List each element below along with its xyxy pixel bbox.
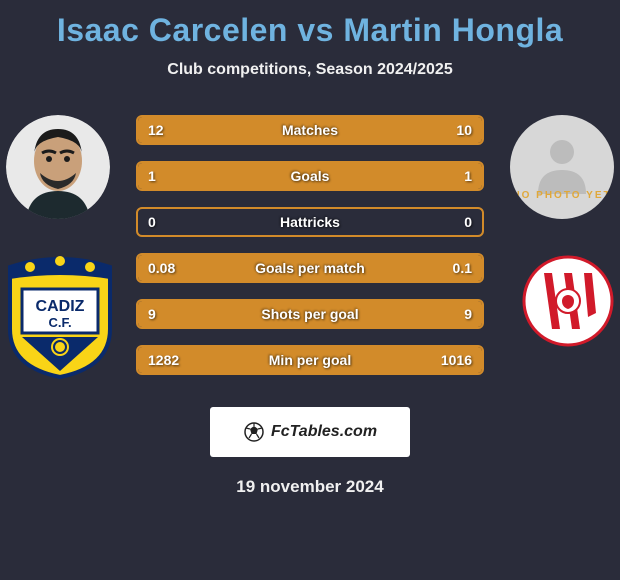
watermark-badge: FcTables.com — [210, 407, 410, 457]
stat-row-matches: 12 Matches 10 — [136, 115, 484, 145]
stat-label: Hattricks — [138, 214, 482, 230]
stat-label: Min per goal — [138, 352, 482, 368]
cadiz-crest-icon: CADIZ C.F. — [0, 249, 120, 379]
page-title: Isaac Carcelen vs Martin Hongla — [0, 0, 620, 49]
player-left-face-icon — [6, 115, 110, 219]
stat-label: Matches — [138, 122, 482, 138]
stat-row-goals: 1 Goals 1 — [136, 161, 484, 191]
stat-value-right: 0 — [464, 214, 472, 230]
club-left-logo: CADIZ C.F. — [0, 249, 120, 379]
stat-row-hattricks: 0 Hattricks 0 — [136, 207, 484, 237]
date-label: 19 november 2024 — [0, 477, 620, 497]
svg-text:CADIZ: CADIZ — [36, 298, 85, 315]
player-right-avatar: NO PHOTO YET — [510, 115, 614, 219]
stat-row-min-per-goal: 1282 Min per goal 1016 — [136, 345, 484, 375]
stat-value-right: 9 — [464, 306, 472, 322]
club-right-logo — [516, 249, 620, 353]
stat-row-goals-per-match: 0.08 Goals per match 0.1 — [136, 253, 484, 283]
svg-text:C.F.: C.F. — [48, 315, 71, 330]
stat-label: Goals — [138, 168, 482, 184]
comparison-area: NO PHOTO YET CADIZ C.F. — [0, 109, 620, 389]
stat-label: Shots per goal — [138, 306, 482, 322]
granada-crest-icon — [516, 249, 620, 353]
page-subtitle: Club competitions, Season 2024/2025 — [0, 61, 620, 79]
stat-value-right: 0.1 — [453, 260, 472, 276]
person-silhouette-icon — [532, 134, 592, 194]
no-photo-label: NO PHOTO YET — [512, 190, 611, 201]
stat-bars: 12 Matches 10 1 Goals 1 0 Hattricks 0 0.… — [136, 115, 484, 391]
stat-row-shots-per-goal: 9 Shots per goal 9 — [136, 299, 484, 329]
stat-value-right: 10 — [456, 122, 472, 138]
stat-value-right: 1016 — [441, 352, 472, 368]
stat-label: Goals per match — [138, 260, 482, 276]
no-photo-placeholder: NO PHOTO YET — [510, 115, 614, 219]
watermark-text: FcTables.com — [271, 423, 377, 441]
player-left-avatar — [6, 115, 110, 219]
stat-value-right: 1 — [464, 168, 472, 184]
soccer-ball-icon — [243, 421, 265, 443]
